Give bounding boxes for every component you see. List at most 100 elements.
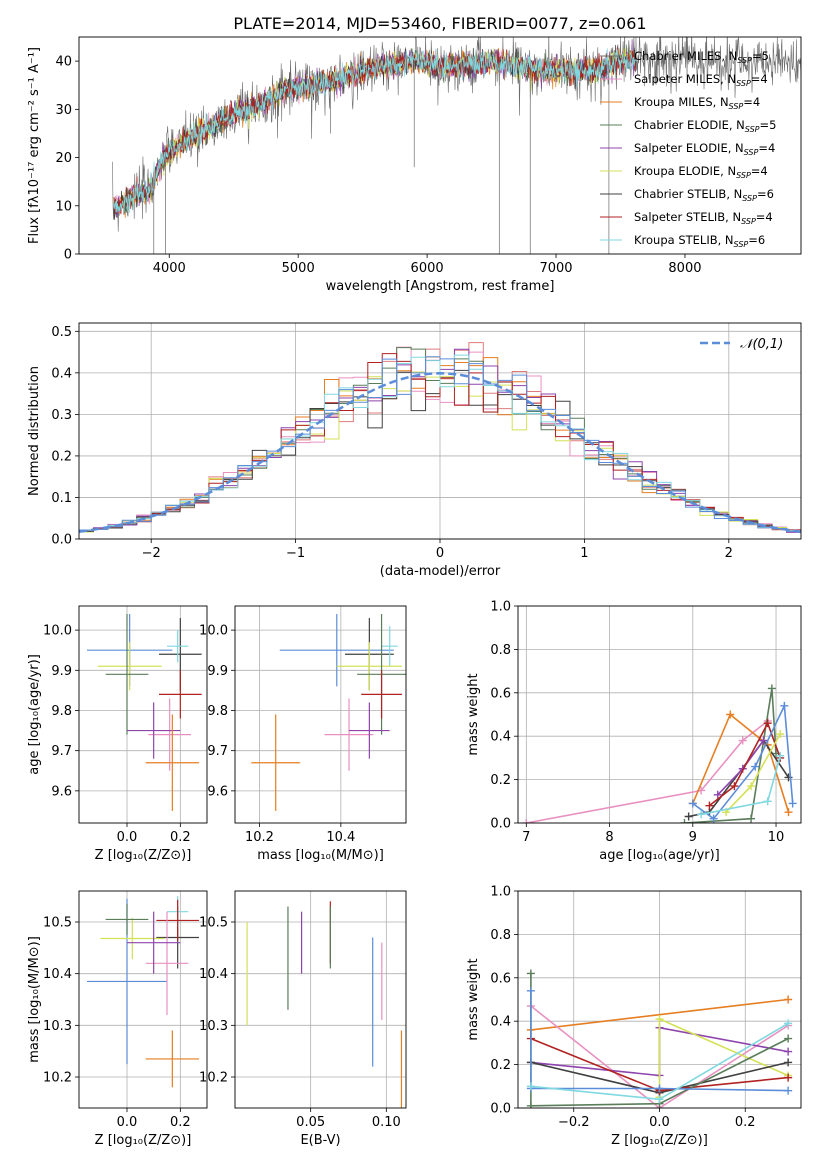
errorbars — [87, 614, 202, 811]
y-tick-label: 1.0 — [490, 885, 511, 900]
weight-line-0 — [526, 720, 769, 823]
weight-marker — [526, 1082, 535, 1091]
y-tick-label: 9.9 — [207, 664, 228, 679]
x-tick-label: 0.05 — [296, 1115, 325, 1130]
x-tick-label: −2 — [142, 546, 161, 561]
x-tick-label: 0.0 — [117, 830, 138, 845]
normal-curve — [79, 372, 801, 533]
axes-frame — [234, 890, 407, 1109]
weight-marker — [726, 710, 735, 719]
legend-label: Kroupa MILES, NSSP=4 — [634, 95, 760, 111]
y-tick-label: 0.1 — [51, 491, 72, 506]
weight-marker — [763, 797, 772, 806]
weight-line-1 — [692, 713, 790, 813]
x-tick-label: 0.0 — [117, 1115, 138, 1130]
weight-marker — [751, 762, 760, 771]
y-tick-label: 20 — [55, 151, 72, 166]
y-tick-label: 10.3 — [199, 1019, 228, 1034]
y-tick-label: 10 — [55, 199, 72, 214]
x-tick-label: 0.2 — [170, 830, 191, 845]
y-tick-label: 1.0 — [490, 600, 511, 615]
weight-line-1 — [530, 1005, 789, 1108]
weight-marker — [526, 1101, 535, 1108]
legend-label: 𝒩(0,1) — [740, 337, 783, 352]
weight-marker — [767, 684, 776, 693]
figure-title: PLATE=2014, MJD=53460, FIBERID=0077, z=0… — [233, 14, 646, 33]
x-axis-label: mass [log₁₀(M/M⊙)] — [257, 848, 384, 863]
y-axis-label: mass [log₁₀(M/M⊙)] — [27, 936, 42, 1063]
x-axis-label: wavelength [Angstrom, rest frame] — [326, 279, 555, 294]
x-tick-label: 0.2 — [170, 1115, 191, 1130]
y-tick-label: 9.8 — [207, 704, 228, 719]
y-tick-label: 0.8 — [490, 928, 511, 943]
errorbars — [251, 614, 406, 811]
y-tick-label: 0.0 — [51, 533, 72, 548]
weight-marker — [763, 719, 772, 728]
spectrum-legend: Chabrier MILES, NSSP=5 Salpeter MILES, NS… — [600, 49, 776, 249]
x-axis-label: Z [log₁₀(Z/Z⊙)] — [95, 1133, 192, 1148]
weight-line-7 — [725, 733, 781, 813]
y-tick-label: 0.8 — [490, 643, 511, 658]
x-tick-label: 0.0 — [649, 1115, 670, 1130]
x-tick-label: −1 — [286, 546, 305, 561]
errorbars — [246, 901, 403, 1108]
panel-spectrum: 4000 5000 6000 7000 8000 0 10 20 30 40 wavelength … — [27, 36, 802, 294]
weight-marker — [780, 701, 789, 710]
x-tick-label: 9 — [689, 830, 697, 845]
weight-marker — [784, 1086, 793, 1095]
weight-marker — [680, 819, 689, 823]
y-tick-label: 0.4 — [490, 730, 511, 745]
x-tick-label: 7 — [522, 830, 530, 845]
panel-weight-vs-Z: −0.2 0.0 0.2 0.0 0.2 0.4 0.6 0.8 1.0 Z [log₁₀(Z/Z… — [466, 885, 802, 1148]
weight-marker — [784, 1034, 793, 1043]
x-tick-label: 1 — [580, 546, 588, 561]
y-tick-label: 10.0 — [43, 624, 72, 639]
y-axis-label: Normed distribution — [27, 366, 42, 496]
weight-lines — [522, 684, 797, 823]
legend-label: Chabrier MILES, NSSP=5 — [634, 49, 769, 65]
weight-marker — [655, 1084, 664, 1093]
errorbars — [87, 896, 199, 1088]
weight-marker — [784, 1073, 793, 1082]
x-axis-label: E(B-V) — [300, 1133, 340, 1148]
x-tick-label: 0.10 — [372, 1115, 401, 1130]
panel-mass-vs-EBV: 0.05 0.10 10.2 10.3 10.4 10.5 E(B-V) — [199, 890, 407, 1148]
y-tick-label: 9.7 — [51, 744, 72, 759]
weight-marker — [784, 1058, 793, 1067]
spectrum-line-8 — [113, 48, 637, 213]
x-tick-label: 0 — [436, 546, 444, 561]
y-tick-label: 9.6 — [207, 784, 228, 799]
panel-mass-vs-Z: 0.0 0.2 10.2 10.3 10.4 10.5 Z [log₁₀(Z/Z⊙)] mas… — [27, 890, 208, 1148]
weight-marker — [784, 808, 793, 817]
y-tick-label: 0 — [64, 248, 72, 263]
axes-frame — [78, 36, 802, 255]
y-tick-label: 0.2 — [490, 773, 511, 788]
weight-marker — [655, 1095, 664, 1104]
y-axis-label: Flux [fλ10⁻¹⁷ erg cm⁻² s⁻¹ A⁻¹] — [27, 47, 42, 244]
y-tick-label: 9.9 — [51, 664, 72, 679]
axes-frame — [78, 605, 208, 824]
legend-label: Chabrier STELIB, NSSP=6 — [634, 187, 774, 203]
y-tick-label: 0.6 — [490, 686, 511, 701]
x-tick-label: 10 — [768, 830, 785, 845]
panel-residuals: −2 −1 0 1 2 0.0 0.1 0.2 0.3 0.4 0.5 (data-model)/er… — [27, 322, 802, 579]
weight-marker — [776, 730, 785, 739]
y-tick-label: 10.3 — [43, 1019, 72, 1034]
weight-marker — [688, 799, 697, 808]
weight-marker — [730, 782, 739, 791]
weight-marker — [776, 751, 785, 760]
y-tick-label: 0.3 — [51, 408, 72, 423]
weight-marker — [784, 995, 793, 1004]
x-axis-label: age [log₁₀(age/yr)] — [599, 848, 720, 863]
legend-label: Chabrier ELODIE, NSSP=5 — [634, 118, 776, 134]
y-tick-label: 40 — [55, 55, 72, 70]
weight-marker — [738, 736, 747, 745]
y-tick-label: 0.2 — [51, 449, 72, 464]
histogram-step-9 — [79, 356, 801, 534]
weight-marker — [788, 799, 797, 808]
x-tick-label: 6000 — [411, 261, 444, 276]
weight-marker — [747, 782, 756, 791]
y-tick-label: 10.0 — [199, 624, 228, 639]
weight-marker — [713, 790, 722, 799]
